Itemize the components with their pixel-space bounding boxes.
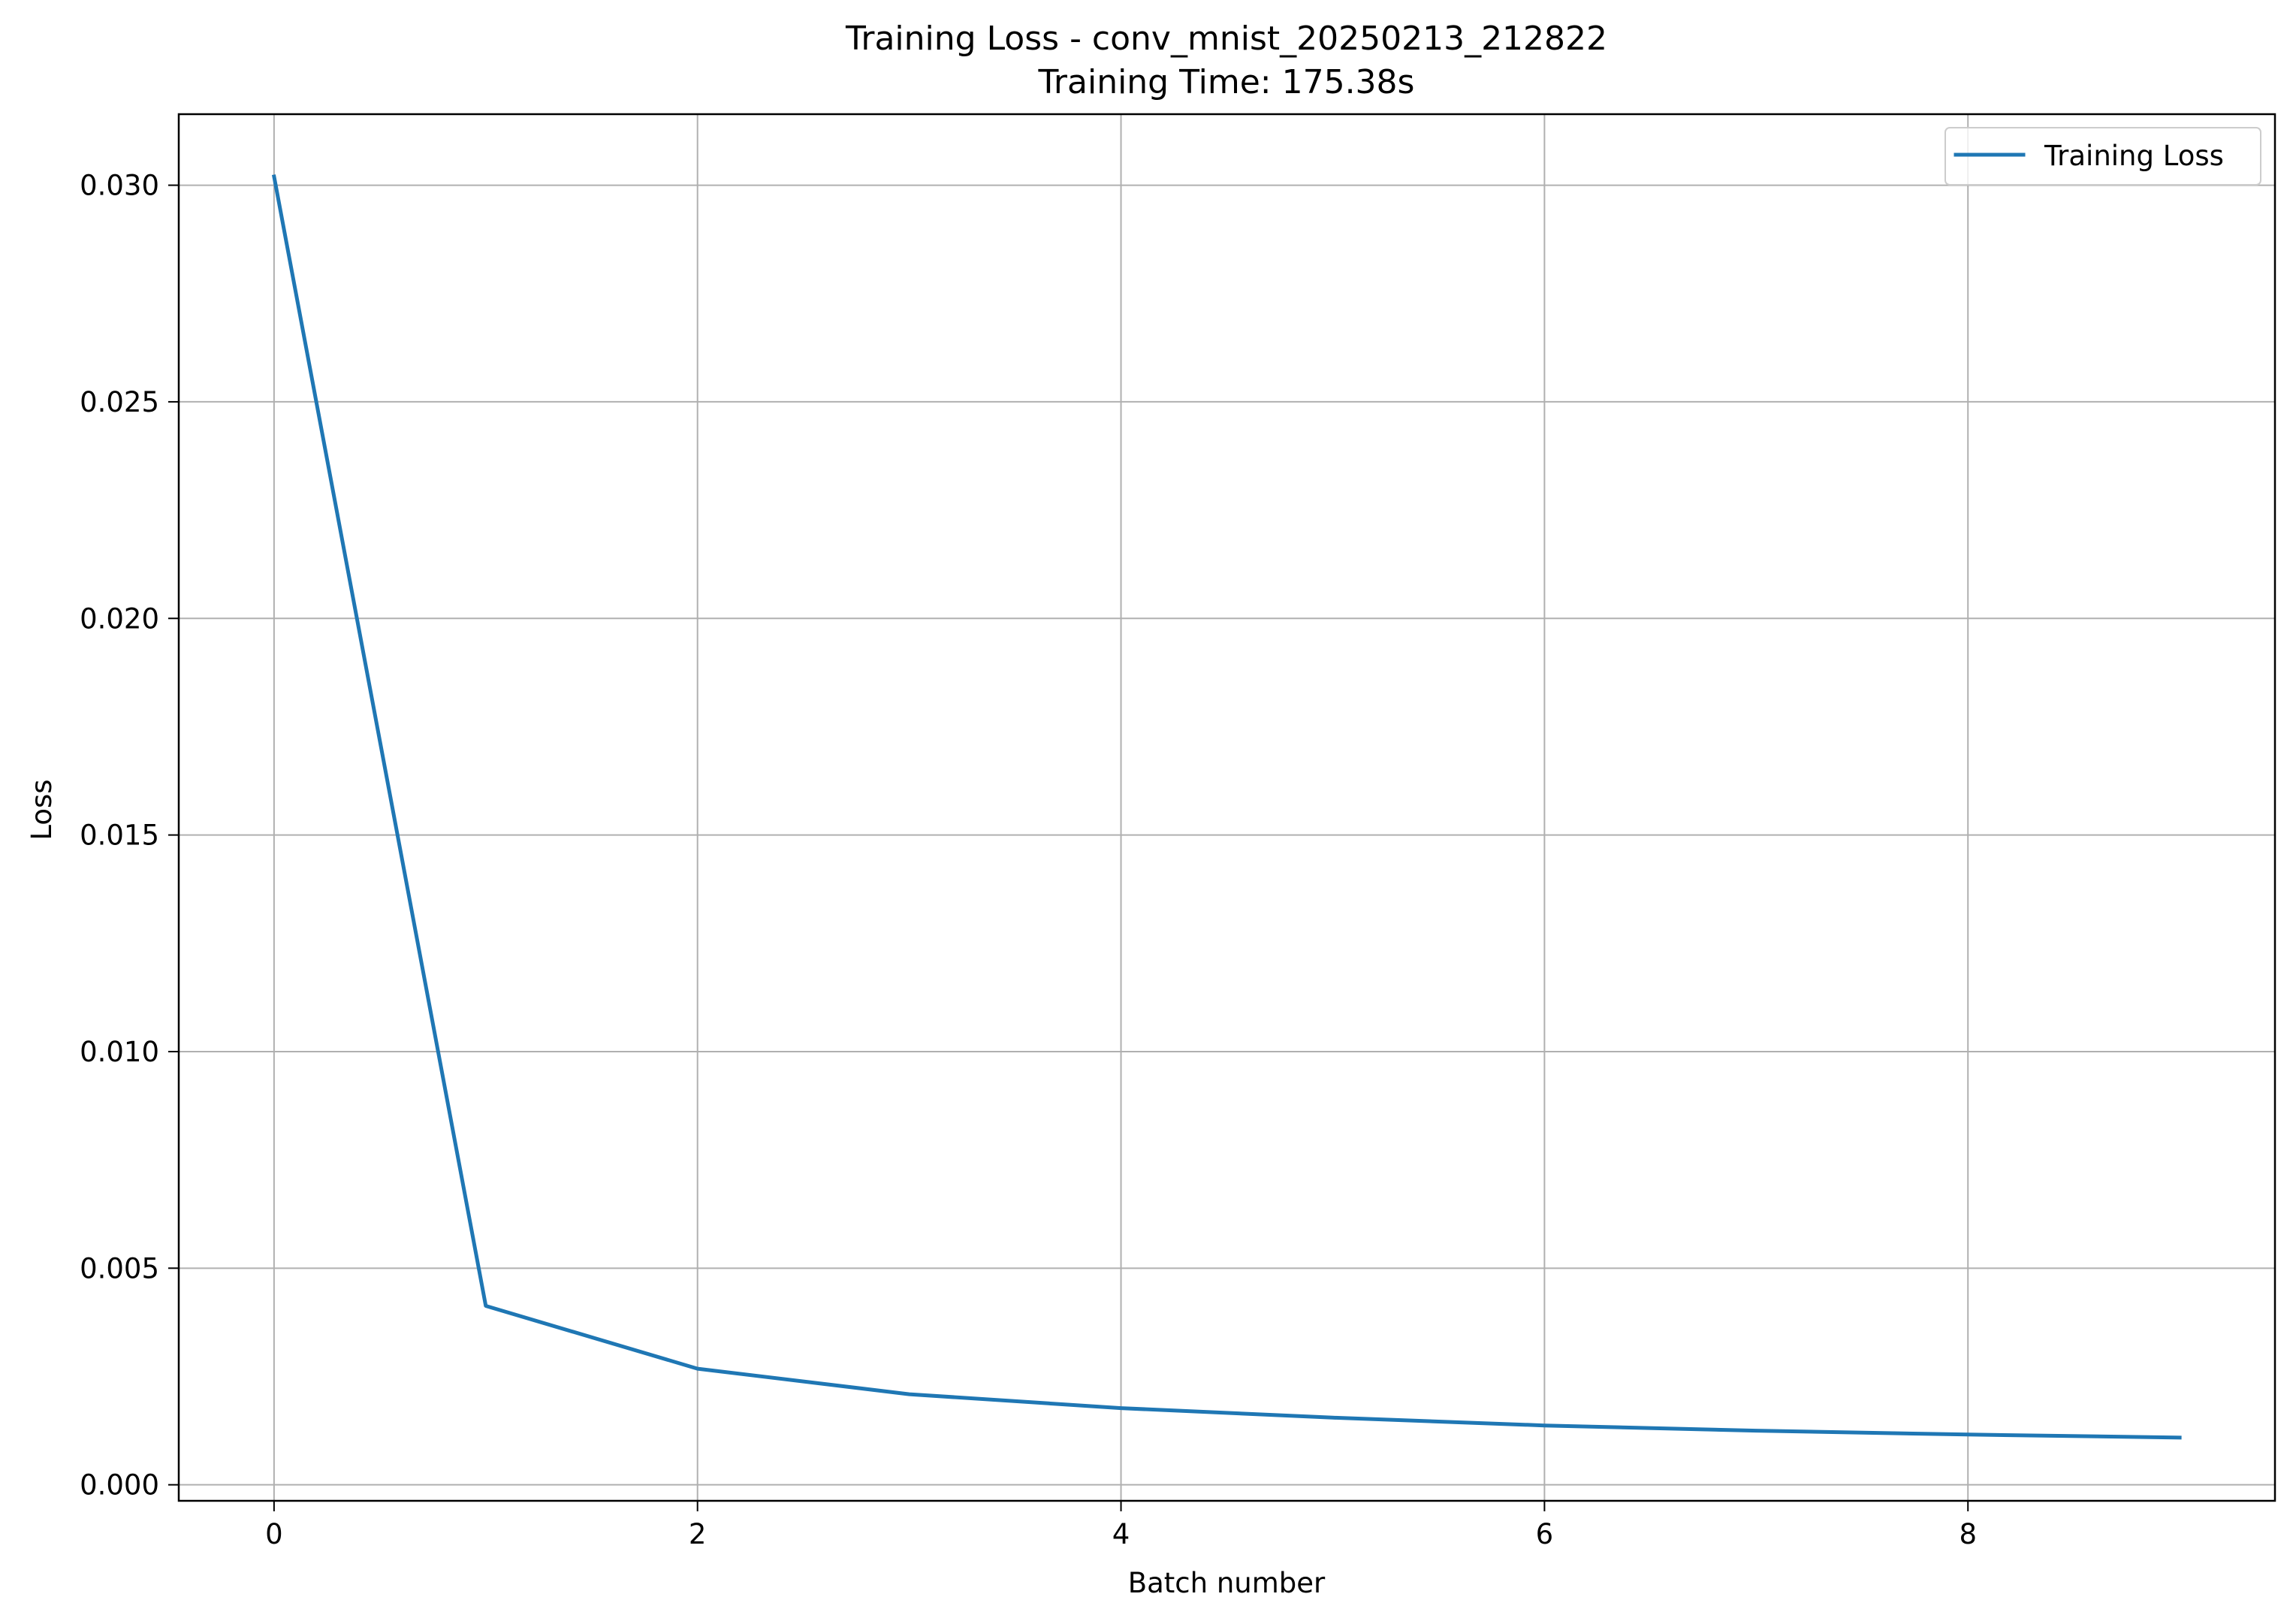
y-tick-label: 0.000 bbox=[80, 1469, 159, 1502]
legend: Training Loss bbox=[1945, 127, 2261, 186]
y-tick-label: 0.020 bbox=[80, 602, 159, 635]
chart-title: Training Loss - conv_mnist_20250213_2128… bbox=[845, 20, 1607, 58]
y-tick-label: 0.030 bbox=[80, 170, 159, 202]
y-tick-label: 0.005 bbox=[80, 1252, 159, 1284]
axis-ticks: 0 2 4 6 8 0.000 0.005 0.010 0.015 0.020 0.025 0.030 bbox=[80, 170, 1977, 1550]
x-tick-label: 2 bbox=[689, 1518, 707, 1550]
series-lines bbox=[271, 174, 2182, 1440]
x-tick-label: 4 bbox=[1112, 1518, 1130, 1550]
x-axis-label: Batch number bbox=[1128, 1567, 1326, 1599]
chart-subtitle: Training Time: 175.38s bbox=[1038, 63, 1415, 101]
y-tick-label: 0.015 bbox=[80, 820, 159, 852]
y-tick-label: 0.025 bbox=[80, 386, 159, 418]
series-line-training-loss bbox=[271, 174, 2182, 1440]
x-tick-label: 0 bbox=[265, 1518, 283, 1550]
legend-label: Training Loss bbox=[2044, 140, 2224, 172]
x-tick-label: 8 bbox=[1959, 1518, 1977, 1550]
plot-frame bbox=[177, 113, 2276, 1502]
legend-box bbox=[1945, 127, 2261, 186]
y-axis-label: Loss bbox=[26, 779, 58, 840]
grid-lines bbox=[179, 114, 2275, 1501]
x-tick-label: 6 bbox=[1536, 1518, 1554, 1550]
y-tick-label: 0.010 bbox=[80, 1036, 159, 1068]
